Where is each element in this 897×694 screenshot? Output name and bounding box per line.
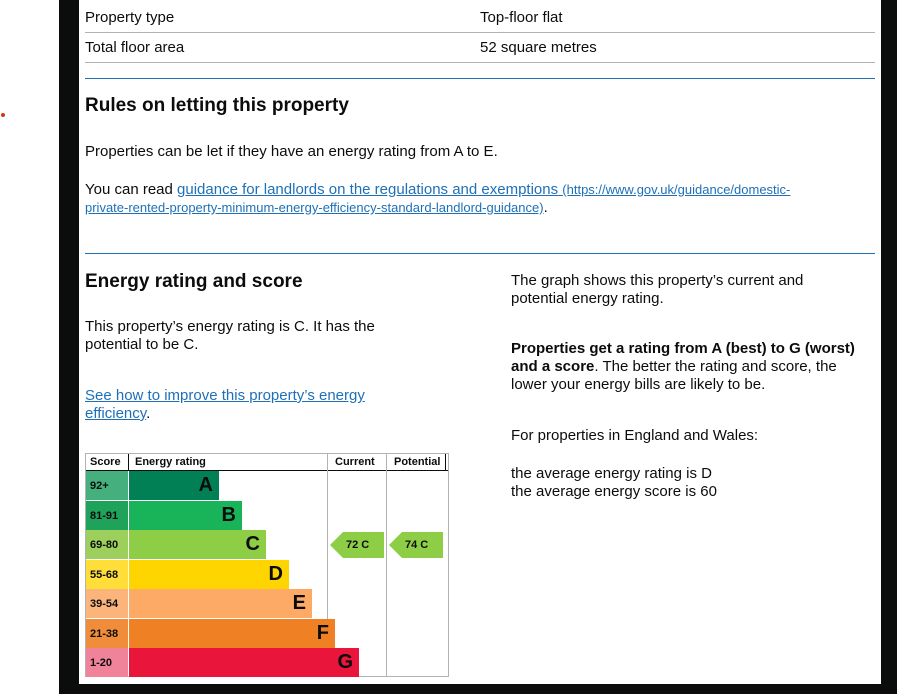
current-arrow-shape [330,531,384,558]
scale-bold-line2: and a score [511,358,595,375]
rating-band-d: D [129,559,289,589]
average-rating: the average energy rating is D [511,465,712,482]
rating-band-c: C [129,530,266,559]
score-range-cell: 92+ [86,471,128,500]
header-score: Score [90,456,121,468]
improve-efficiency-link[interactable]: See how to improve this property’s energ… [85,387,365,422]
marker-dot [1,113,5,117]
header-potential: Potential [394,456,441,468]
header-current: Current [335,456,375,468]
summary-row-floor-area: Total floor area 52 square metres [85,33,875,63]
current-arrow-polygon [330,531,384,558]
score-range-cell: 55-68 [86,559,128,589]
guidance-prefix: You can read [85,181,178,198]
property-summary-table: Property type Top-floor flat Total floor… [85,3,875,63]
column-divider [327,454,328,676]
header-energy-rating: Energy rating [135,456,206,468]
frame-bottom [59,684,897,694]
current-rating-arrow: 72 C [330,531,384,558]
rating-band-f: F [129,618,335,648]
improve-paragraph: See how to improve this property’s energ… [85,387,365,423]
rating-text-line1: This property’s energy rating is C. It h… [85,318,375,335]
potential-arrow-polygon [389,531,443,558]
rating-band-letter: E [292,592,306,614]
potential-rating-label: 74 C [405,538,429,551]
score-range-label: 81-91 [90,509,119,522]
energy-rating-chart: Score Energy rating Current Potential 92… [85,453,449,677]
frame-left [59,0,79,694]
score-range-cell: 39-54 [86,589,128,618]
header-divider [128,454,129,471]
rating-band-e: E [129,589,312,618]
scale-line2-suffix: . The better the rating and score, the [594,358,837,375]
graph-explainer: The graph shows this property’s current … [511,272,803,308]
graph-explainer-suffix: . [659,290,664,307]
summary-label: Property type [85,9,175,26]
potential-arrow-shape [389,531,443,558]
guidance-link-url-1: (https://www.gov.uk/guidance/domestic- [562,182,791,197]
graph-explainer-line2: potential energy rating [511,290,660,307]
header-divider [445,454,446,471]
graph-explainer-line1: The graph shows this property’s current … [511,272,804,289]
scale-line3: lower your energy bills are likely to be… [511,376,766,393]
score-range-label: 92+ [90,480,109,492]
letting-heading: Rules on letting this property [85,95,349,116]
score-range-cell: 21-38 [86,618,128,648]
score-range-cell: 81-91 [86,500,128,530]
guidance-link-url-2: private-rented-property-minimum-energy-e… [85,200,544,215]
summary-label: Total floor area [85,39,185,56]
score-range-label: 21-38 [90,627,119,640]
rating-band-letter: A [198,474,213,496]
rating-band-letter: C [245,533,260,555]
improve-link-line1: See how to improve this property’s energ… [85,387,365,404]
score-range-label: 1-20 [90,657,113,669]
rating-band-letter: B [221,503,236,526]
rating-band-a: A [129,471,219,500]
current-rating-label: 72 C [346,538,370,551]
chart-header-row [86,454,448,471]
certificate-page: Property type Top-floor flat Total floor… [79,0,881,684]
england-wales-text: For properties in England and Wales: [511,427,759,444]
improve-suffix: . [146,405,151,422]
rating-text-line2: potential to be C. [85,336,199,353]
rating-band-letter: G [337,651,353,673]
letting-text: Properties can be let if they have an en… [85,143,498,160]
section-divider [85,253,875,254]
rating-text: This property’s energy rating is C. It h… [85,318,375,354]
rating-band-letter: F [316,621,329,644]
guidance-link-text: guidance for landlords on the regulation… [177,181,559,198]
rating-band-letter: D [268,562,283,585]
letting-guidance: You can read guidance for landlords on t… [85,181,875,217]
rating-band-g: G [129,648,359,677]
summary-row-property-type: Property type Top-floor flat [85,3,875,33]
rating-band-b: B [129,500,242,530]
column-divider [386,454,387,676]
rating-heading: Energy rating and score [85,271,303,292]
improve-link-line2: efficiency [85,405,147,422]
summary-value: 52 square metres [480,39,597,56]
score-range-cell: 1-20 [86,648,128,677]
score-range-label: 39-54 [90,598,119,610]
score-range-label: 55-68 [90,568,119,581]
summary-value: Top-floor flat [480,9,563,26]
potential-rating-arrow: 74 C [389,531,443,558]
guidance-suffix: . [543,199,548,216]
scale-bold-line1: Properties get a rating from A (best) to… [511,340,855,357]
score-range-cell: 69-80 [86,530,128,559]
guidance-link[interactable]: guidance for landlords on the regulation… [85,181,790,216]
score-range-label: 69-80 [90,539,119,551]
rating-scale-explainer: Properties get a rating from A (best) to… [511,340,855,394]
average-score: the average energy score is 60 [511,483,717,500]
section-divider [85,78,875,79]
frame-right [881,0,897,694]
